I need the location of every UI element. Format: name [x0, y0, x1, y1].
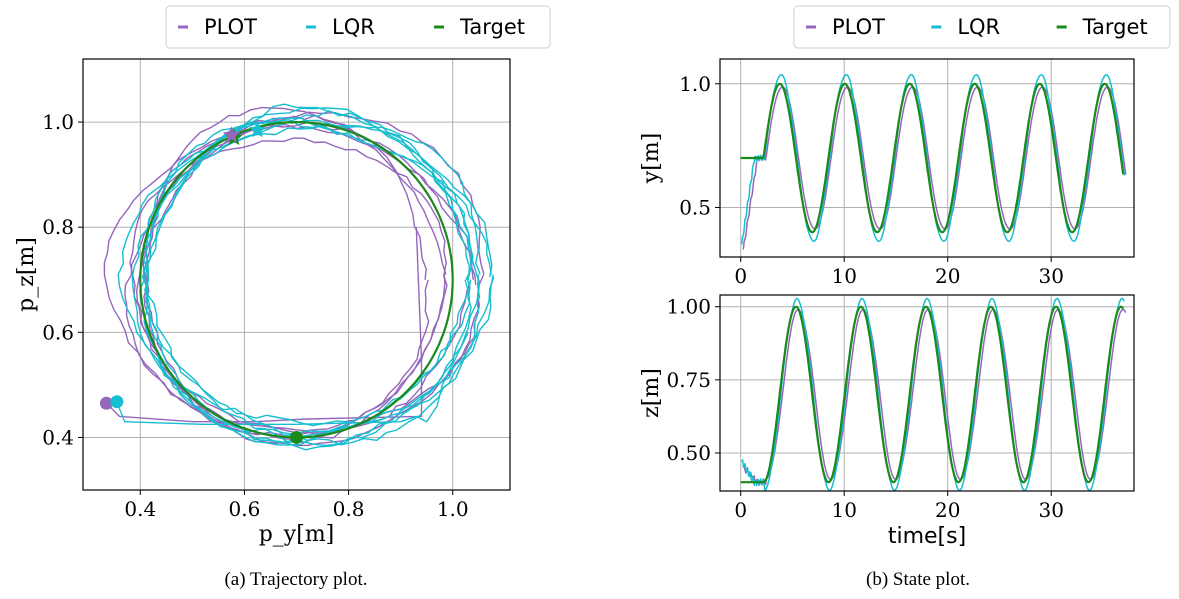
legend-label-lqr: LQR	[332, 15, 375, 39]
lqr-trajectory-loop	[131, 103, 495, 435]
x-tick-label: 10	[831, 498, 856, 522]
legend-label-target: Target	[1082, 15, 1148, 39]
target-series-line	[740, 305, 1125, 484]
x-tick-label: 20	[935, 264, 960, 288]
trajectory-plot: 0.4 0.6 0.8 1.0 0.4 0.6 0.8 1.0 p_y[m] p_z[m]	[14, 58, 511, 547]
x-tick-label: 0	[734, 498, 747, 522]
x-tick-label: 30	[1038, 264, 1063, 288]
y-axis-label: z[m]	[639, 368, 664, 418]
x-tick-label: 30	[1038, 498, 1063, 522]
plot-start-marker	[99, 396, 113, 410]
lqr-trajectory-start	[116, 331, 469, 425]
plot-trajectory-loop	[103, 111, 485, 437]
legend-label-plot: PLOT	[204, 15, 257, 39]
y-tick-label: 0.75	[666, 368, 711, 392]
y-state-plot: 0 10 20 30 0.5 1.0 y[m]	[639, 58, 1135, 288]
lqr-trajectory-loop	[117, 107, 494, 427]
lqr-end-marker	[248, 121, 266, 138]
plot-end-marker	[222, 126, 240, 143]
legend-label-plot: PLOT	[832, 15, 885, 39]
z-state-plot: 0 10 20 30 0.50 0.75 1.00 z[m] time[s]	[639, 294, 1135, 549]
x-axis-label: time[s]	[888, 524, 966, 549]
legend-left: PLOT LQR Target	[165, 5, 551, 49]
y-tick-label: 0.50	[666, 441, 711, 465]
y-tick-label: 1.0	[679, 72, 711, 96]
lqr-start-marker	[110, 395, 124, 409]
y-axis-label: p_z[m]	[14, 237, 39, 312]
x-tick-label: 0.6	[229, 497, 261, 521]
y-tick-label: 0.6	[42, 320, 74, 344]
legend-right: PLOT LQR Target	[793, 5, 1171, 49]
lqr-trajectory-loop	[140, 123, 472, 447]
legend-frame	[793, 5, 1171, 49]
x-tick-label: 20	[935, 498, 960, 522]
axes-frame	[82, 58, 511, 491]
target-series-line	[740, 82, 1125, 234]
axes-frame	[719, 58, 1135, 258]
x-tick-label: 0.8	[333, 497, 365, 521]
axes-frame	[719, 294, 1135, 492]
x-axis-label: p_y[m]	[259, 522, 335, 547]
target-start-marker	[290, 430, 303, 444]
x-tick-label: 10	[831, 264, 856, 288]
y-tick-label: 0.8	[42, 215, 74, 239]
y-tick-label: 0.5	[679, 196, 711, 220]
x-tick-label: 1.0	[437, 497, 469, 521]
legend-label-lqr: LQR	[957, 15, 1000, 39]
plot-series-line	[742, 86, 1127, 250]
caption-right: (b) State plot.	[866, 569, 970, 590]
legend-label-target: Target	[459, 15, 525, 39]
x-tick-label: 0	[734, 264, 747, 288]
y-tick-label: 0.4	[42, 425, 74, 449]
y-tick-label: 1.00	[666, 295, 711, 319]
y-axis-label: y[m]	[639, 133, 664, 184]
target-trajectory-circle	[139, 121, 454, 439]
plot-trajectory-start	[105, 227, 423, 423]
x-tick-label: 0.4	[124, 497, 156, 521]
caption-left: (a) Trajectory plot.	[224, 569, 367, 590]
lqr-series-line	[741, 297, 1125, 491]
plot-trajectory-loop	[124, 121, 480, 447]
y-tick-label: 1.0	[42, 110, 74, 134]
legend-frame	[165, 5, 551, 49]
lqr-trajectory-loop	[143, 119, 473, 446]
